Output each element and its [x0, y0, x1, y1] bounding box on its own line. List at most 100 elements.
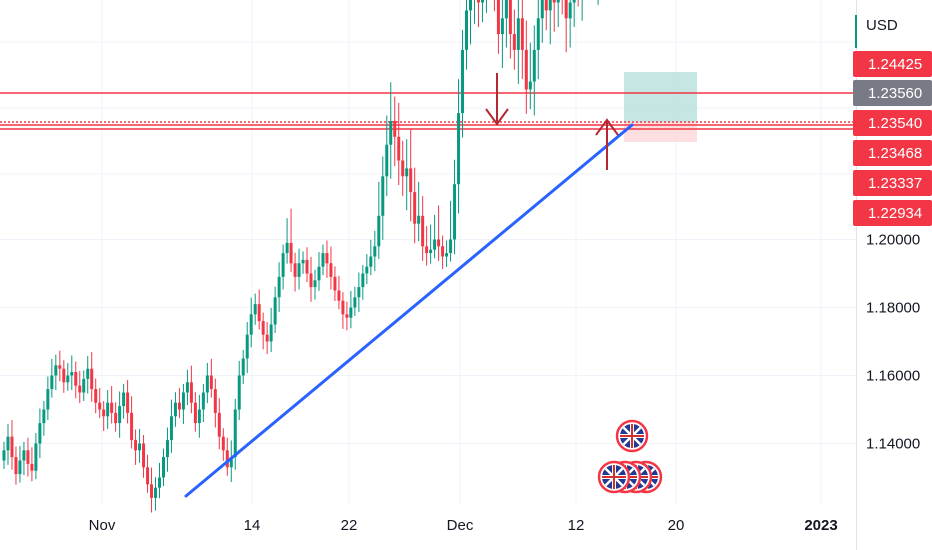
candle [150, 467, 154, 513]
candle-body [54, 365, 58, 376]
candle [568, 0, 572, 48]
candle-body [30, 463, 34, 471]
candle [297, 248, 301, 290]
candle-body [361, 273, 365, 288]
candle [301, 251, 305, 274]
candle [476, 0, 480, 27]
candle-body [568, 2, 572, 19]
down-arrow [485, 73, 509, 126]
candle-body [237, 375, 241, 410]
candle-body [225, 450, 229, 468]
price-tag-bg [853, 140, 932, 166]
price-tag-bg [853, 51, 932, 77]
time-axis[interactable]: Nov 14 22 Dec 12 20 2023 [89, 517, 838, 534]
y-tick-label: 1.16000 [866, 368, 920, 385]
y-tick-label: 1.18000 [866, 300, 920, 317]
candle [285, 218, 289, 264]
candle-body [433, 239, 437, 250]
price-tag-bg [853, 170, 932, 196]
candle-body [476, 0, 480, 3]
candle [417, 181, 421, 242]
candle [333, 266, 337, 302]
candle-body [185, 382, 189, 393]
candle-body [341, 300, 345, 315]
candle [169, 399, 173, 453]
candle-body [245, 334, 249, 359]
candle [161, 448, 165, 486]
candle-body [18, 460, 22, 475]
candle [134, 429, 138, 465]
candle [257, 289, 261, 330]
price-tag-bg [853, 80, 932, 106]
candle [265, 322, 269, 355]
candle-body [556, 0, 560, 3]
candle-body [536, 18, 540, 50]
candle-body [281, 253, 285, 277]
candle-body [38, 423, 42, 444]
candle [544, 0, 548, 31]
candle-body [285, 242, 289, 254]
price-tag-label: 1.23337 [868, 175, 922, 192]
price-axis[interactable]: 1.14000 1.16000 1.18000 1.20000 USD 1.24425 1.… [853, 15, 932, 453]
candle [221, 428, 225, 461]
candle [532, 25, 536, 116]
candles [2, 0, 599, 513]
candle [520, 0, 524, 80]
candle-body [528, 81, 532, 90]
candle-body [421, 215, 425, 247]
candle [536, 0, 540, 80]
candle-body [265, 334, 269, 342]
price-tag-label: 1.23560 [868, 85, 922, 102]
candle-body [369, 256, 373, 267]
candle [429, 224, 433, 264]
candle-body [177, 402, 181, 410]
candle [449, 200, 453, 262]
candle [401, 140, 405, 197]
candle [122, 384, 126, 419]
price-tag-label: 1.23468 [868, 145, 922, 162]
candle-body [233, 409, 237, 458]
candle-body [405, 168, 409, 177]
candle [425, 226, 429, 266]
candle [572, 0, 576, 27]
candle-body [74, 372, 78, 386]
candle [14, 446, 18, 485]
candle [329, 246, 333, 290]
candle-body [82, 378, 86, 393]
candle [213, 378, 217, 428]
candle [473, 0, 475, 24]
profit-zone [624, 72, 697, 122]
candle [385, 115, 389, 197]
candle [485, 0, 487, 13]
candle [253, 293, 257, 325]
candle-body [110, 402, 114, 413]
candle [193, 392, 197, 432]
candle [138, 428, 142, 463]
candle [516, 0, 520, 84]
candle [261, 312, 265, 350]
candle [86, 356, 90, 394]
candle [233, 398, 237, 470]
candle-body [504, 0, 508, 19]
candle-body [377, 215, 381, 247]
loss-zone [624, 122, 697, 142]
candle-body [169, 416, 173, 441]
candle-body [544, 0, 548, 11]
x-tick-label: 14 [244, 517, 261, 534]
candle [289, 208, 293, 272]
down-arrow-head [485, 108, 509, 126]
candle [102, 401, 106, 431]
candle-body [305, 259, 309, 274]
candle [10, 420, 14, 470]
candle-body [138, 443, 142, 451]
candle-body [86, 368, 90, 379]
candle [66, 362, 70, 391]
candle-body [189, 382, 193, 403]
economic-events[interactable] [597, 419, 663, 494]
candle [317, 252, 321, 291]
candle [34, 432, 38, 480]
candle [353, 286, 357, 316]
arrow-layer [485, 73, 619, 170]
price-tag: 1.23468 [853, 140, 932, 166]
